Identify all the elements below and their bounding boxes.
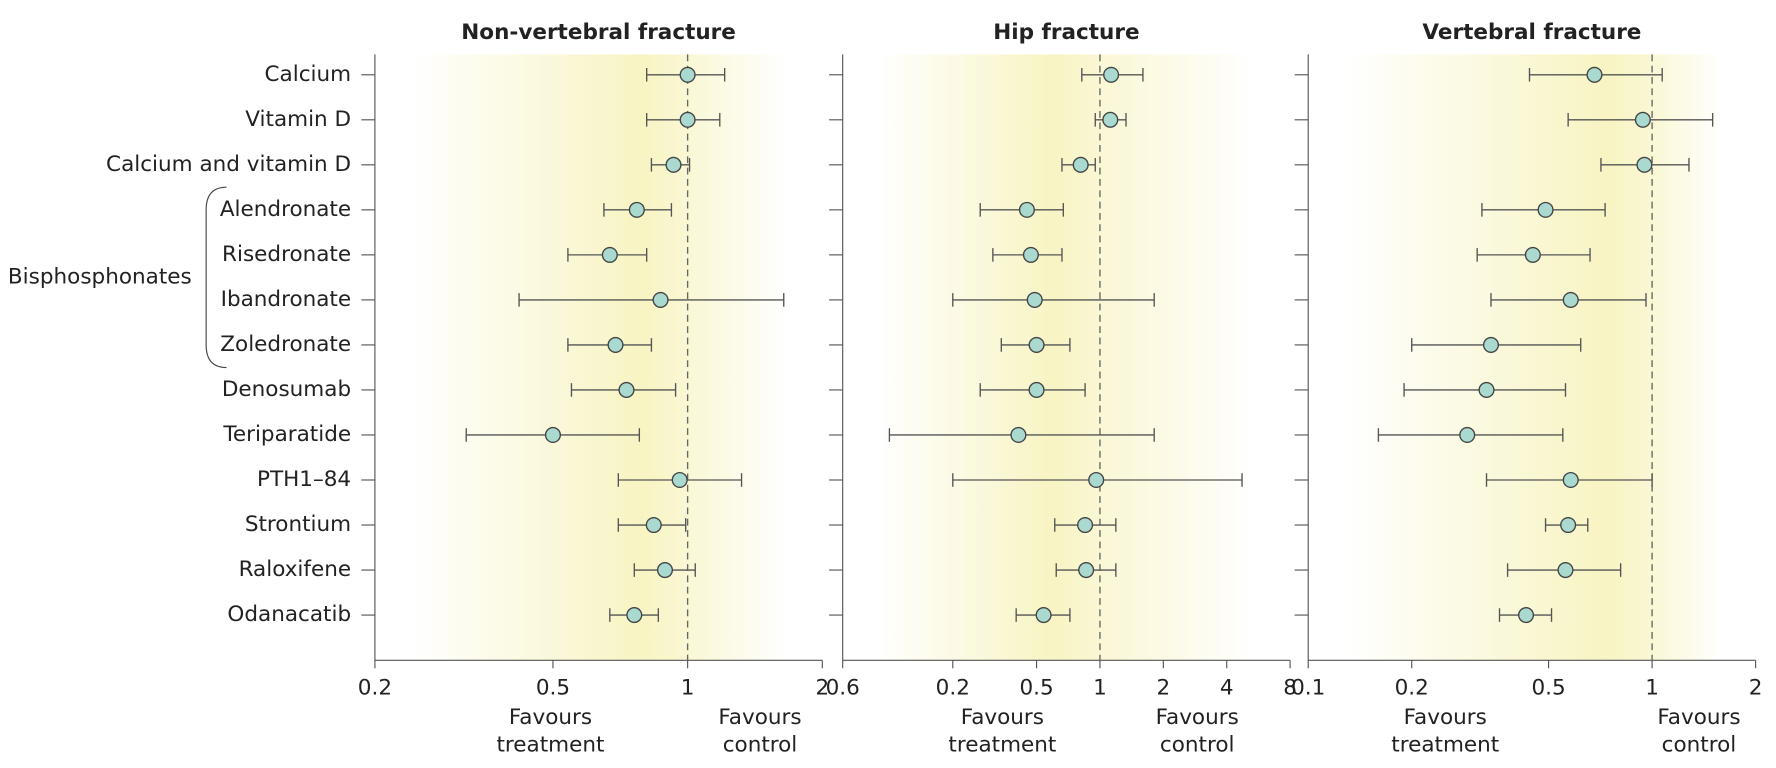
- group-bracket: [205, 186, 227, 369]
- x-tick-label: 2: [1749, 676, 1763, 701]
- x-tick-label: 2: [815, 676, 829, 701]
- point-estimate: [1557, 561, 1574, 579]
- category-label: Alendronate: [220, 197, 351, 222]
- x-tick-label: 1: [1093, 676, 1107, 701]
- x-tick-label: 8: [1283, 676, 1297, 701]
- point-estimate: [1028, 381, 1045, 398]
- point-estimate: [1524, 246, 1541, 263]
- point-estimate: [1482, 336, 1500, 353]
- favours-label: Favours: [509, 705, 592, 730]
- x-tick-label: 0.5: [1019, 676, 1053, 701]
- x-tick-label: 0.2: [936, 676, 970, 701]
- x-tick-label: 1: [681, 676, 695, 701]
- x-tick-label: 4: [1220, 676, 1234, 701]
- category-label: Calcium: [265, 62, 352, 87]
- category-label: Raloxifene: [239, 557, 352, 582]
- point-estimate: [652, 291, 669, 308]
- point-estimate: [679, 111, 696, 128]
- point-estimate: [1634, 111, 1651, 128]
- point-estimate: [1518, 607, 1535, 624]
- point-estimate: [607, 336, 624, 353]
- point-estimate: [626, 607, 643, 624]
- x-tick-label: 0.5: [536, 676, 570, 701]
- background-band: [408, 54, 789, 661]
- favours-label: Favours: [1156, 705, 1239, 730]
- point-estimate: [1018, 201, 1035, 218]
- background-band: [1342, 54, 1722, 661]
- point-estimate: [1072, 156, 1089, 173]
- favours-label: treatment: [948, 732, 1056, 757]
- point-estimate: [1088, 471, 1105, 489]
- category-label: Risedronate: [222, 242, 351, 267]
- point-estimate: [1026, 291, 1043, 308]
- favours-label: Favours: [961, 705, 1044, 730]
- point-estimate: [1010, 426, 1027, 444]
- category-label: Zoledronate: [220, 332, 351, 357]
- point-estimate: [618, 381, 635, 398]
- favours-label: control: [723, 732, 798, 757]
- x-tick-label: 0.2: [1395, 676, 1429, 701]
- point-estimate: [1035, 607, 1052, 624]
- point-estimate: [1102, 111, 1119, 128]
- point-estimate: [671, 471, 688, 489]
- favours-label: control: [1662, 732, 1737, 757]
- favours-label: treatment: [497, 732, 605, 757]
- panel-title: Hip fracture: [993, 20, 1139, 45]
- category-label: Denosumab: [222, 377, 351, 402]
- point-estimate: [1077, 516, 1094, 534]
- point-estimate: [1459, 426, 1476, 444]
- point-estimate: [1562, 471, 1579, 489]
- category-label: Vitamin D: [245, 107, 351, 132]
- point-estimate: [656, 561, 674, 579]
- x-tick-label: 0.1: [1291, 676, 1325, 701]
- point-estimate: [1078, 561, 1095, 579]
- favours-label: Favours: [1404, 705, 1487, 730]
- point-estimate: [1586, 66, 1603, 83]
- favours-label: control: [1160, 732, 1235, 757]
- point-estimate: [1022, 246, 1039, 263]
- category-label: PTH1–84: [257, 467, 351, 492]
- point-estimate: [1028, 336, 1045, 353]
- favours-label: Favours: [1657, 705, 1740, 730]
- panel-title: Non-vertebral fracture: [461, 20, 736, 45]
- favours-label: treatment: [1391, 732, 1499, 757]
- panel-title: Vertebral fracture: [1422, 20, 1641, 45]
- favours-label: Favours: [718, 705, 801, 730]
- category-label: Calcium and vitamin D: [106, 152, 351, 177]
- point-estimate: [1636, 156, 1653, 173]
- point-estimate: [665, 156, 682, 173]
- point-estimate: [1560, 516, 1577, 534]
- point-estimate: [645, 516, 662, 534]
- x-tick-label: 0.5: [1531, 676, 1565, 701]
- x-tick-label: 0.6: [826, 676, 860, 701]
- x-tick-label: 2: [1156, 676, 1170, 701]
- category-label: Teriparatide: [222, 422, 351, 447]
- point-estimate: [1537, 201, 1554, 218]
- category-label: Strontium: [245, 512, 351, 537]
- category-label: Odanacatib: [227, 602, 351, 627]
- x-tick-label: 0.2: [358, 676, 392, 701]
- background-band: [876, 54, 1257, 661]
- point-estimate: [1478, 381, 1495, 398]
- point-estimate: [1103, 66, 1120, 83]
- point-estimate: [679, 66, 696, 83]
- point-estimate: [601, 246, 618, 263]
- point-estimate: [628, 201, 645, 218]
- point-estimate: [544, 426, 561, 444]
- point-estimate: [1562, 291, 1579, 308]
- category-label: Ibandronate: [221, 287, 352, 312]
- group-label: Bisphosphonates: [8, 264, 192, 289]
- x-tick-label: 1: [1645, 676, 1659, 701]
